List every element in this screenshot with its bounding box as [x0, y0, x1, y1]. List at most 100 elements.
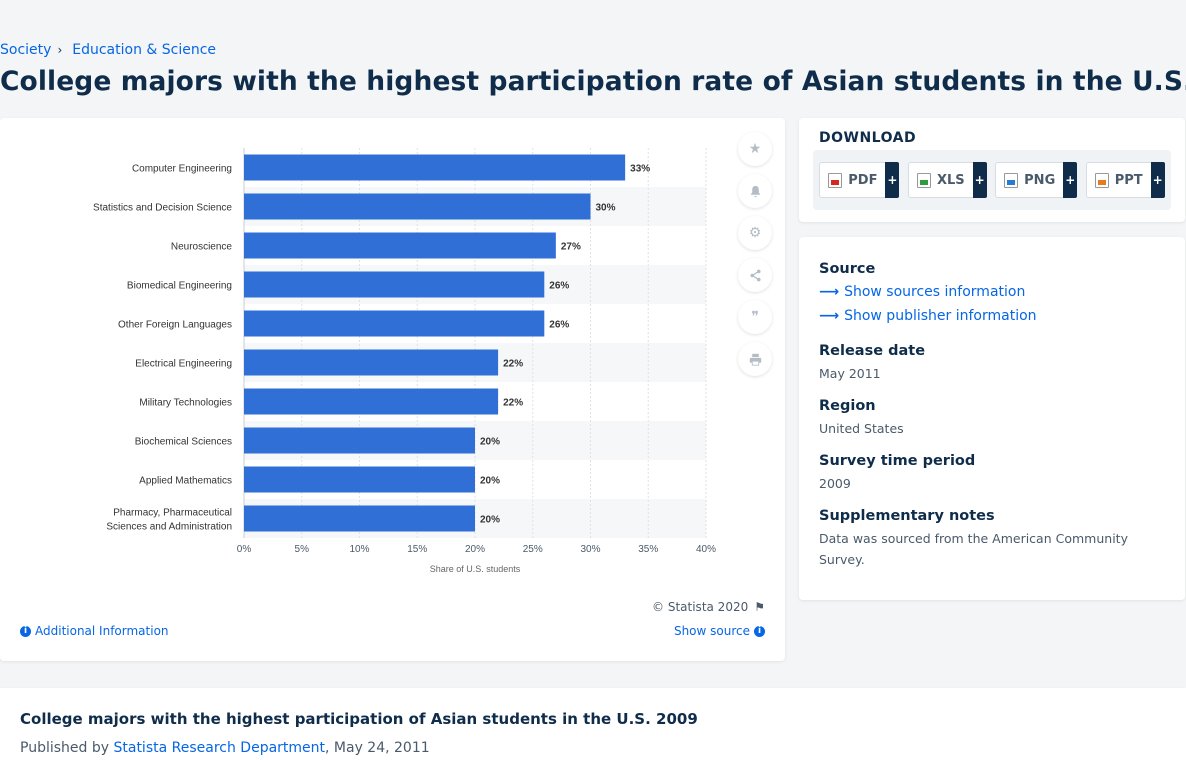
pdf-file-icon — [828, 172, 843, 188]
gear-icon[interactable]: ⚙ — [738, 216, 772, 250]
data-label: 26% — [549, 320, 569, 331]
x-tick-label: 30% — [580, 544, 600, 555]
bar — [244, 388, 499, 415]
breadcrumb-education-science[interactable]: Education & Science — [72, 42, 217, 58]
quote-icon[interactable]: ❞ — [738, 300, 772, 334]
category-label: Statistics and Decision Science — [93, 203, 232, 214]
release-date-value: May 2011 — [819, 366, 881, 381]
print-icon[interactable] — [738, 342, 772, 376]
download-card: DOWNLOAD PDF + XLS + PNG + PPT + — [799, 118, 1185, 222]
meta-card: Source ⟶ Show sources information ⟶ Show… — [799, 237, 1185, 600]
notes-heading: Supplementary notes — [819, 508, 995, 524]
category-label: Computer Engineering — [132, 164, 232, 175]
bell-icon[interactable] — [738, 174, 772, 208]
plus-icon[interactable]: + — [972, 162, 987, 198]
copyright-text: © Statista 2020 — [652, 600, 749, 614]
bar — [244, 349, 499, 376]
plus-icon[interactable]: + — [885, 162, 900, 198]
bar — [244, 271, 545, 298]
bar — [244, 232, 556, 259]
download-title: DOWNLOAD — [819, 130, 917, 146]
download-png-label: PNG — [1024, 172, 1056, 188]
data-label: 20% — [480, 437, 500, 448]
publisher-link[interactable]: Statista Research Department — [113, 740, 326, 756]
bar — [244, 466, 475, 493]
data-label: 22% — [503, 398, 523, 409]
show-source-link[interactable]: Show source i — [674, 624, 765, 638]
show-publisher-link[interactable]: ⟶ Show publisher information — [819, 308, 1037, 324]
plus-icon[interactable]: + — [1063, 162, 1078, 198]
breadcrumb: Society › Education & Science — [0, 42, 216, 58]
x-tick-label: 15% — [407, 544, 427, 555]
plus-icon[interactable]: + — [1150, 162, 1165, 198]
download-pdf-button[interactable]: PDF + — [819, 162, 900, 198]
breadcrumb-society[interactable]: Society — [0, 42, 52, 58]
statistic-title: College majors with the highest particip… — [20, 710, 698, 728]
x-tick-label: 10% — [349, 544, 369, 555]
publish-date: , May 24, 2011 — [325, 740, 430, 756]
arrow-right-icon: ⟶ — [819, 284, 840, 300]
download-xls-label: XLS — [936, 172, 965, 188]
share-icon[interactable] — [738, 258, 772, 292]
x-tick-label: 20% — [465, 544, 485, 555]
ppt-file-icon — [1094, 172, 1109, 188]
bottom-card: College majors with the highest particip… — [0, 688, 1186, 760]
download-buttons: PDF + XLS + PNG + PPT + — [813, 150, 1171, 210]
png-file-icon — [1004, 172, 1019, 188]
x-tick-label: 0% — [237, 544, 252, 555]
category-label: Biochemical Sciences — [135, 437, 232, 448]
category-label: Military Technologies — [139, 398, 232, 409]
additional-info-link[interactable]: i Additional Information — [20, 624, 169, 638]
show-source-label: Show source — [673, 624, 750, 638]
show-sources-label: Show sources information — [844, 284, 1026, 300]
category-label: Applied Mathematics — [139, 476, 232, 487]
region-value: United States — [819, 421, 904, 436]
download-pdf-label: PDF — [848, 172, 878, 188]
show-publisher-label: Show publisher information — [844, 308, 1037, 324]
info-icon: i — [754, 625, 765, 637]
category-label: Neuroscience — [171, 242, 233, 253]
star-icon[interactable]: ★ — [738, 132, 772, 166]
data-label: 33% — [630, 164, 650, 175]
chart-card: 0% 5% 10% 15% 20% 25% 30% 35% 40% 33% Computer Eng… — [0, 118, 785, 661]
bar — [244, 154, 626, 181]
download-png-button[interactable]: PNG + — [995, 162, 1078, 198]
data-label: 22% — [503, 359, 523, 370]
flag-icon[interactable]: ⚑ — [754, 600, 765, 614]
chart-tools: ★ ⚙ ❞ — [738, 132, 772, 376]
region-heading: Region — [819, 398, 876, 414]
xls-file-icon — [916, 172, 931, 188]
x-tick-label: 40% — [696, 544, 716, 555]
category-label: Other Foreign Languages — [118, 320, 232, 331]
data-label: 20% — [480, 476, 500, 487]
bar — [244, 310, 545, 337]
data-label: 26% — [549, 281, 569, 292]
x-tick-label: 25% — [523, 544, 543, 555]
info-icon: i — [20, 625, 31, 637]
bar — [244, 427, 475, 454]
data-label: 20% — [480, 515, 500, 526]
category-label: Sciences and Administration — [106, 522, 232, 533]
x-tick-label: 5% — [295, 544, 310, 555]
published-by: Published by Statista Research Departmen… — [20, 740, 430, 756]
category-label: Electrical Engineering — [135, 359, 232, 370]
download-ppt-label: PPT — [1114, 172, 1143, 188]
x-axis-label: Share of U.S. students — [430, 564, 521, 574]
published-prefix: Published by — [20, 740, 114, 756]
arrow-right-icon: ⟶ — [819, 308, 840, 324]
show-sources-link[interactable]: ⟶ Show sources information — [819, 284, 1025, 300]
category-label: Biomedical Engineering — [127, 281, 232, 292]
bar — [244, 505, 475, 532]
additional-info-label: Additional Information — [35, 624, 169, 638]
top-bar — [0, 0, 1186, 36]
breadcrumb-separator: › — [57, 43, 63, 57]
bar — [244, 193, 591, 220]
copyright: © Statista 2020 ⚑ — [652, 600, 765, 614]
page-title: College majors with the highest particip… — [0, 66, 1186, 97]
download-ppt-button[interactable]: PPT + — [1085, 162, 1165, 198]
category-label: Pharmacy, Pharmaceutical — [113, 508, 232, 519]
data-label: 30% — [596, 203, 616, 214]
download-xls-button[interactable]: XLS + — [907, 162, 987, 198]
x-tick-label: 35% — [638, 544, 658, 555]
source-heading: Source — [819, 261, 876, 277]
